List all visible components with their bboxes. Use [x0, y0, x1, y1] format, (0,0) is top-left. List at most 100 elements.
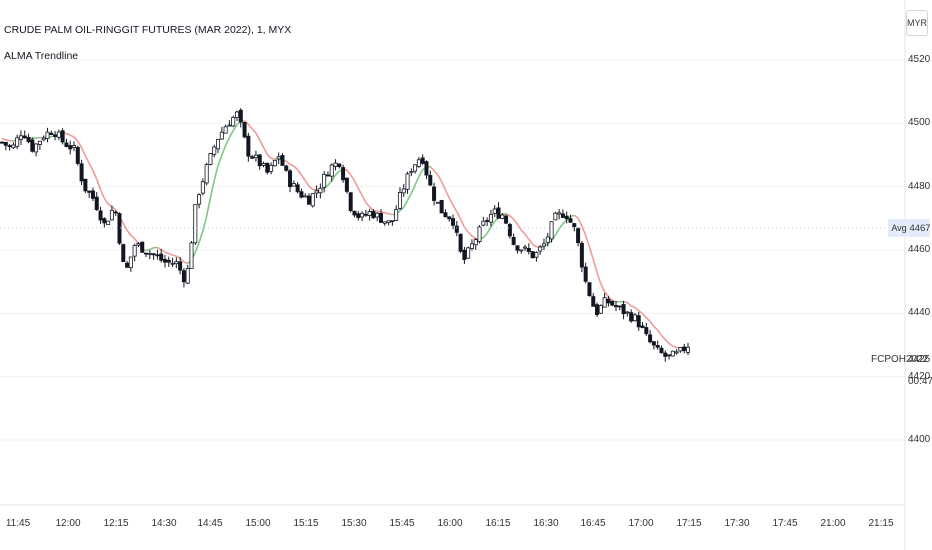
candle-body	[432, 186, 437, 201]
candle-body	[276, 156, 281, 160]
candle-body	[386, 220, 391, 223]
alma-segment	[448, 197, 454, 206]
alma-segment	[672, 345, 677, 349]
candle-body	[284, 165, 289, 171]
candle-body	[227, 124, 232, 127]
alma-segment	[145, 248, 151, 252]
x-tick-label: 17:00	[628, 518, 654, 529]
alma-segment	[122, 223, 128, 231]
candle-body	[553, 212, 558, 221]
candle-body	[159, 253, 164, 261]
candle-body	[26, 137, 31, 143]
candle-body	[564, 215, 569, 220]
candle-body	[246, 135, 251, 157]
alma-segment	[603, 291, 610, 298]
indicator-label[interactable]: ALMA Trendline	[4, 50, 79, 62]
alma-segment	[66, 132, 71, 136]
candle-body	[545, 236, 550, 243]
candle-body	[208, 153, 213, 165]
y-tick-label: 4460	[908, 244, 931, 255]
candle-body	[310, 193, 315, 207]
candle-body	[397, 192, 402, 209]
candle-body	[678, 347, 683, 352]
alma-segment	[232, 124, 238, 132]
alma-segment	[467, 231, 473, 237]
alma-segment	[668, 342, 674, 347]
candle-body	[401, 188, 406, 194]
alma-segment	[92, 170, 98, 180]
candle-body	[0, 141, 4, 144]
candle-body	[488, 214, 493, 223]
currency-button[interactable]: MYR	[906, 10, 928, 36]
candle-body	[511, 236, 516, 245]
alma-segment	[558, 223, 564, 230]
candle-body	[363, 213, 368, 216]
candle-body	[462, 249, 467, 260]
candle-body	[314, 190, 319, 194]
alma-segment	[160, 248, 166, 253]
candle-body	[147, 252, 152, 255]
candle-body	[223, 126, 228, 134]
alma-segment	[380, 211, 385, 214]
alma-segment	[361, 195, 367, 203]
candle-body	[375, 212, 380, 218]
candle-body	[667, 354, 672, 357]
alma-segment	[653, 325, 659, 331]
y-tick-label: 4400	[908, 434, 931, 445]
candle-body	[144, 252, 149, 255]
candle-body	[613, 305, 618, 308]
alma-segment	[304, 180, 310, 187]
x-tick-label: 11:45	[5, 518, 31, 529]
alma-segment	[126, 229, 132, 236]
candle-body	[72, 145, 77, 148]
alma-segment	[202, 215, 208, 232]
y-tick-label: 4440	[908, 307, 931, 319]
alma-segment	[183, 261, 188, 265]
candle-body	[261, 163, 266, 166]
x-tick-label: 17:30	[724, 518, 750, 529]
alma-segment	[520, 229, 526, 235]
candle-body	[686, 346, 691, 353]
x-tick-label: 21:15	[868, 518, 894, 529]
candle-body	[579, 243, 584, 268]
candle-body	[337, 163, 342, 168]
y-tick-label: 4420	[908, 370, 931, 382]
alma-segment	[641, 313, 647, 319]
candle-body	[318, 187, 323, 194]
candle-body	[272, 160, 277, 167]
alma-segment	[388, 212, 393, 216]
candle-body	[56, 131, 61, 138]
candle-body	[37, 140, 42, 145]
alma-segment	[157, 246, 162, 251]
candle-body	[344, 177, 349, 192]
candle-body	[663, 352, 668, 357]
candle-body	[507, 224, 512, 237]
alma-segment	[403, 199, 409, 208]
alma-segment	[573, 214, 579, 219]
candle-body	[390, 220, 395, 223]
alma-segment	[600, 283, 606, 293]
alma-segment	[414, 176, 420, 186]
candle-body	[523, 246, 528, 249]
alma-segment	[440, 181, 447, 191]
alma-segment	[224, 137, 231, 146]
candle-body	[151, 253, 156, 256]
alma-segment	[179, 257, 185, 263]
candle-body	[371, 211, 376, 219]
alma-segment	[623, 300, 628, 304]
candle-body	[439, 199, 444, 214]
candle-body	[299, 191, 304, 198]
x-tick-label: 15:45	[389, 518, 415, 529]
x-tick-label: 16:00	[437, 518, 463, 529]
grid-lines	[0, 59, 905, 441]
candle-body	[204, 164, 209, 184]
candle-body	[280, 155, 285, 166]
x-tick-label: 17:45	[772, 518, 798, 529]
alma-segment	[660, 334, 666, 341]
candle-body	[197, 194, 202, 205]
candle-body	[591, 296, 596, 307]
alma-segment	[111, 206, 117, 211]
candle-body	[606, 298, 611, 304]
candle-body	[117, 213, 122, 244]
